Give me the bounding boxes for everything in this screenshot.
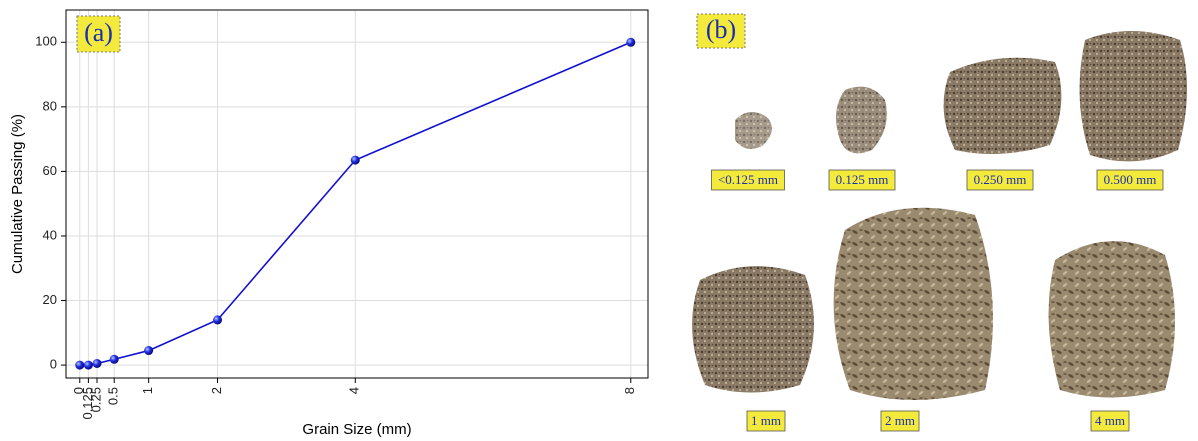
sample-label: <0.125 mm: [718, 172, 778, 187]
sample-label: 4 mm: [1095, 413, 1125, 428]
y-tick-label: 80: [43, 98, 57, 113]
x-tick-label: 1: [140, 387, 155, 394]
sample-photo: [1080, 31, 1187, 161]
x-tick-label: 0.25: [88, 387, 103, 412]
x-tick-label: 8: [622, 387, 637, 394]
sample-photo: [836, 87, 887, 154]
annotation: (a): [84, 18, 113, 47]
sample-label: 2 mm: [885, 413, 915, 428]
y-tick-label: 40: [43, 227, 57, 242]
x-tick-label: 0.5: [106, 387, 121, 405]
y-tick-label: 100: [35, 34, 57, 49]
y-tick-label: 60: [43, 163, 57, 178]
sample-photo: [1049, 241, 1175, 397]
data-point: [110, 355, 119, 364]
sample-photo: [692, 266, 814, 392]
sample-photo: [834, 208, 993, 400]
sample-photo: [944, 58, 1062, 154]
y-axis-label: Cumulative Passing (%): [9, 114, 26, 274]
data-point: [92, 359, 101, 368]
sample-label: 0.250 mm: [974, 172, 1027, 187]
data-point: [84, 361, 93, 370]
data-point: [626, 38, 635, 47]
panel-b: (b) <0.125 mm 0.125 mm 0.250 mm 0.500 mm 1 m…: [692, 14, 1187, 431]
sample-label: 0.500 mm: [1104, 172, 1157, 187]
sample-photo: [735, 112, 772, 149]
sample-label: 0.125 mm: [836, 172, 889, 187]
x-axis-label: Grain Size (mm): [302, 421, 411, 438]
plot-frame: [66, 10, 648, 378]
data-point: [351, 156, 360, 165]
x-tick-label: 4: [347, 387, 362, 394]
annotation: (b): [706, 15, 736, 44]
figure: 02040608010000.1250.250.51248Grain Size …: [0, 0, 1198, 441]
data-point: [75, 361, 84, 370]
data-point: [144, 346, 153, 355]
sample-label: 1 mm: [751, 413, 781, 428]
y-tick-label: 0: [50, 357, 57, 372]
x-tick-label: 2: [209, 387, 224, 394]
y-tick-label: 20: [43, 292, 57, 307]
data-point: [213, 315, 222, 324]
